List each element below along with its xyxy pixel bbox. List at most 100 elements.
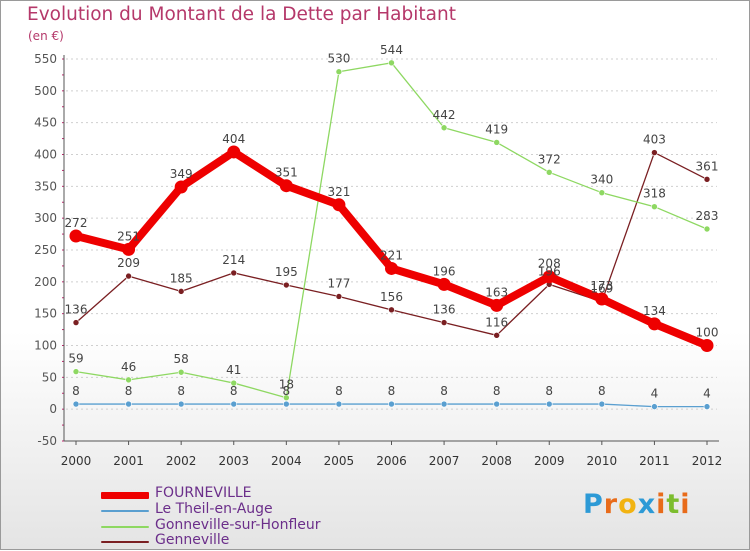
data-label-le-theil-en-auge: 8: [125, 384, 133, 398]
data-point-fourneville: [700, 339, 714, 352]
legend-swatch-fourneville: [101, 492, 149, 499]
data-point-genneville: [283, 281, 290, 289]
data-point-le-theil-en-auge: [440, 400, 448, 408]
data-point-fourneville: [595, 292, 609, 306]
data-point-le-theil-en-auge: [545, 400, 553, 408]
data-point-le-theil-en-auge: [72, 400, 80, 408]
data-point-genneville: [388, 306, 395, 314]
logo-letter: i: [680, 489, 691, 520]
data-label-le-theil-en-auge: 8: [598, 384, 606, 398]
data-label-le-theil-en-auge: 8: [545, 384, 553, 398]
unit-label: (en €): [28, 29, 64, 43]
data-label-genneville: 136: [65, 303, 88, 317]
data-label-le-theil-en-auge: 8: [388, 384, 396, 398]
x-tick-label-2004: 2004: [271, 454, 302, 468]
data-point-fourneville: [122, 242, 136, 256]
legend-swatch-genneville: [101, 541, 149, 543]
series-line-gonneville-sur-honfleur: [75, 62, 708, 399]
data-point-genneville: [493, 332, 500, 339]
y-tick-label: 50: [42, 370, 57, 384]
data-point-gonneville-sur-honfleur: [598, 189, 606, 196]
y-tick-label: 300: [34, 211, 57, 225]
data-label-fourneville: 351: [275, 166, 298, 180]
y-tick-label: 150: [34, 307, 57, 321]
logo-letter: r: [603, 489, 619, 520]
data-label-genneville: 185: [170, 271, 193, 285]
x-tick-label-2003: 2003: [218, 454, 249, 468]
x-tick-label-2002: 2002: [166, 454, 197, 468]
data-label-le-theil-en-auge: 8: [72, 384, 80, 398]
x-tick-label-2009: 2009: [534, 454, 565, 468]
data-label-fourneville: 196: [433, 264, 456, 278]
y-tick-label: 200: [34, 275, 57, 289]
data-label-fourneville: 349: [170, 167, 193, 181]
data-label-genneville: 169: [590, 282, 613, 296]
data-point-genneville: [651, 149, 658, 156]
data-point-fourneville: [385, 261, 398, 275]
x-tick-label-2005: 2005: [324, 454, 355, 468]
y-tick-label: 400: [34, 148, 57, 162]
data-label-fourneville: 100: [696, 326, 719, 340]
data-point-fourneville: [279, 179, 293, 193]
data-label-genneville: 177: [327, 276, 350, 290]
data-point-genneville: [335, 293, 343, 300]
data-label-gonneville-sur-honfleur: 442: [433, 108, 456, 122]
x-tick-label-2000: 2000: [61, 454, 92, 468]
chart-title: Evolution du Montant de la Dette par Hab…: [27, 4, 456, 25]
data-label-genneville: 156: [380, 290, 403, 304]
data-point-genneville: [703, 176, 711, 183]
data-labels: 136 209 185 214 195 177 156 136 116 196 169 403 361 5…: [65, 43, 719, 401]
y-tick-label: 100: [34, 339, 57, 353]
data-label-genneville: 361: [696, 159, 719, 173]
y-tick-label: 500: [34, 84, 57, 98]
legend-label-gonneville-sur-honfleur: Gonneville-sur-Honfleur: [155, 517, 321, 533]
x-tick-label-2011: 2011: [639, 454, 670, 468]
data-label-fourneville: 163: [485, 285, 508, 299]
legend-label-genneville: Genneville: [155, 532, 230, 548]
x-tick-label-2001: 2001: [113, 454, 144, 468]
data-point-gonneville-sur-honfleur: [283, 394, 290, 402]
data-point-gonneville-sur-honfleur: [335, 68, 343, 76]
logo-letter: o: [618, 489, 638, 520]
data-point-le-theil-en-auge: [177, 400, 185, 408]
data-point-fourneville: [332, 198, 346, 212]
data-point-fourneville: [542, 270, 556, 284]
legend-label-le-theil-en-auge: Le Theil-en-Auge: [155, 501, 273, 517]
axes: -50 0 50 100 150 200 250 300 350 400 450 500 550 2000…: [34, 52, 722, 468]
data-label-le-theil-en-auge: 4: [651, 387, 659, 401]
data-label-gonneville-sur-honfleur: 283: [696, 209, 719, 223]
logo-letter: P: [583, 489, 604, 520]
data-label-gonneville-sur-honfleur: 58: [174, 352, 189, 366]
logo-letter: i: [656, 489, 667, 520]
data-label-gonneville-sur-honfleur: 318: [643, 187, 666, 201]
data-point-le-theil-en-auge: [335, 400, 343, 408]
legend-swatch-gonneville-sur-honfleur: [101, 526, 149, 528]
data-point-gonneville-sur-honfleur: [230, 379, 238, 387]
legend-label-fourneville: FOURNEVILLE: [155, 485, 252, 501]
data-point-le-theil-en-auge: [388, 400, 395, 408]
data-point-gonneville-sur-honfleur: [388, 59, 395, 67]
data-label-fourneville: 173: [590, 279, 613, 293]
series: [69, 59, 714, 410]
data-point-le-theil-en-auge: [651, 403, 658, 410]
x-tick-label-2006: 2006: [376, 454, 407, 468]
data-point-fourneville: [647, 317, 661, 331]
data-point-genneville: [125, 272, 132, 280]
data-label-fourneville: 221: [380, 248, 403, 262]
y-tick-label: 250: [34, 243, 57, 257]
data-point-gonneville-sur-honfleur: [545, 169, 553, 176]
data-point-gonneville-sur-honfleur: [493, 139, 500, 146]
data-point-fourneville: [69, 229, 83, 243]
data-label-fourneville: 321: [327, 185, 350, 199]
data-point-le-theil-en-auge: [283, 400, 290, 408]
data-label-le-theil-en-auge: 8: [177, 384, 185, 398]
data-point-gonneville-sur-honfleur: [125, 376, 132, 384]
x-tick-label-2007: 2007: [429, 454, 460, 468]
data-label-le-theil-en-auge: 8: [283, 384, 291, 398]
data-point-le-theil-en-auge: [493, 400, 500, 408]
data-point-gonneville-sur-honfleur: [72, 368, 80, 375]
data-label-gonneville-sur-honfleur: 59: [68, 352, 83, 366]
data-label-genneville: 196: [538, 264, 561, 278]
data-label-genneville: 403: [643, 133, 666, 147]
